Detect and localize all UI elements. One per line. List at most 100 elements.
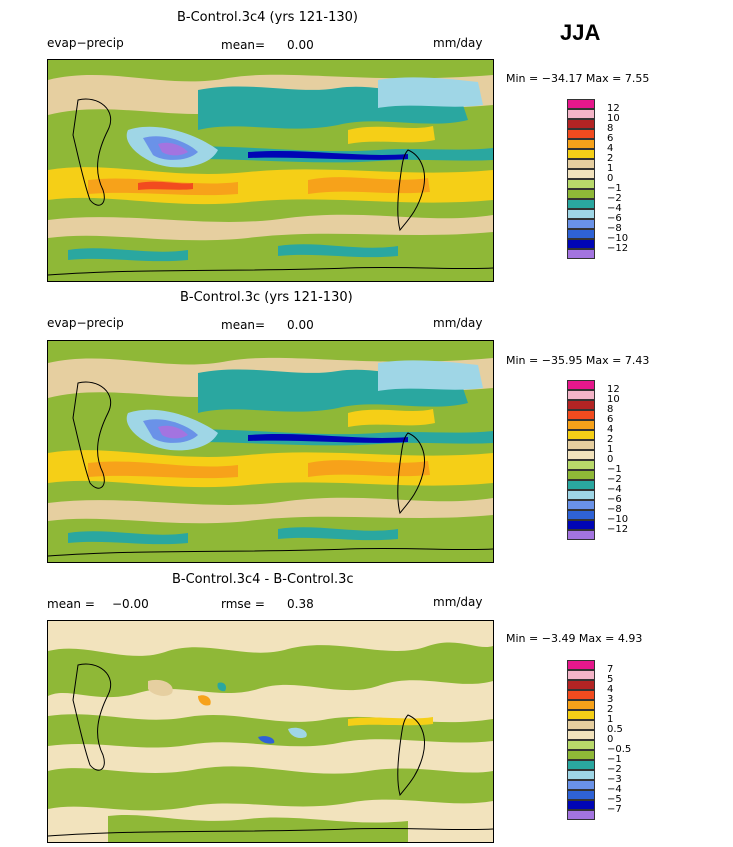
panel1-map: [47, 59, 494, 282]
legend-label: 8: [607, 123, 614, 134]
panel2-map: [47, 340, 494, 563]
panel2-map-field: [48, 357, 493, 557]
legend-swatch: [567, 510, 595, 520]
legend-swatch: [567, 139, 595, 149]
panel2-minmax: Min = −35.95 Max = 7.43: [506, 354, 650, 367]
panel2-units: mm/day: [433, 316, 483, 330]
legend-label: −8: [607, 504, 622, 515]
legend-label: 12: [607, 384, 620, 395]
panel3-units: mm/day: [433, 595, 483, 609]
legend-label: −5: [607, 794, 622, 805]
legend-swatch: [567, 480, 595, 490]
legend-label: 2: [607, 434, 614, 445]
season-label: JJA: [560, 20, 601, 45]
legend-swatch: [567, 520, 595, 530]
legend-label: 12: [607, 103, 620, 114]
legend-label: 4: [607, 424, 614, 435]
legend-swatch: [567, 209, 595, 219]
legend-label: −2: [607, 193, 622, 204]
legend-swatch: [567, 380, 595, 390]
legend-label: −7: [607, 804, 622, 815]
legend-swatch: [567, 730, 595, 740]
legend-swatch: [567, 740, 595, 750]
panel3-map-field: [48, 642, 493, 842]
legend-swatch: [567, 440, 595, 450]
legend-label: 6: [607, 414, 614, 425]
legend-swatch: [567, 410, 595, 420]
legend-swatch: [567, 680, 595, 690]
legend-label: 4: [607, 684, 614, 695]
legend-swatch: [567, 229, 595, 239]
legend-swatch: [567, 430, 595, 440]
legend-swatch: [567, 750, 595, 760]
legend-label: −2: [607, 764, 622, 775]
legend-label: 2: [607, 153, 614, 164]
legend-label: 5: [607, 674, 614, 685]
legend-swatch: [567, 710, 595, 720]
legend-swatch: [567, 500, 595, 510]
legend-swatch: [567, 179, 595, 189]
panel1-mean-label: mean=: [221, 38, 266, 52]
panel1-mean-value: 0.00: [287, 38, 314, 52]
legend-swatch: [567, 129, 595, 139]
legend-label: 2: [607, 704, 614, 715]
legend-label: −10: [607, 514, 629, 525]
legend-label: 0: [607, 173, 614, 184]
legend-swatch: [567, 239, 595, 249]
legend-label: −2: [607, 474, 622, 485]
panel3-mean-label: mean =: [47, 597, 95, 611]
legend-swatch: [567, 169, 595, 179]
legend-swatch: [567, 700, 595, 710]
legend-swatch: [567, 189, 595, 199]
legend-label: 3: [607, 694, 614, 705]
legend-label: −12: [607, 243, 629, 254]
legend-swatch: [567, 390, 595, 400]
legend-swatch: [567, 109, 595, 119]
legend-label: 10: [607, 113, 620, 124]
legend-swatch: [567, 810, 595, 820]
legend-swatch: [567, 670, 595, 680]
legend-label: −4: [607, 484, 622, 495]
legend-label: 6: [607, 133, 614, 144]
legend-label: −1: [607, 754, 622, 765]
legend-label: −4: [607, 784, 622, 795]
legend-label: −3: [607, 774, 622, 785]
panel3-title: B-Control.3c4 - B-Control.3c: [172, 572, 354, 587]
legend-label: 1: [607, 444, 614, 455]
legend-label: −12: [607, 524, 629, 535]
legend-swatch: [567, 690, 595, 700]
legend-label: 0: [607, 454, 614, 465]
legend-label: 1: [607, 163, 614, 174]
legend-label: 0.5: [607, 724, 623, 735]
legend-swatch: [567, 420, 595, 430]
legend-label: −6: [607, 494, 622, 505]
legend-swatch: [567, 119, 595, 129]
panel1-map-field: [48, 74, 493, 276]
panel2-mean-label: mean=: [221, 318, 266, 332]
legend-swatch: [567, 760, 595, 770]
legend-label: −8: [607, 223, 622, 234]
legend-label: 8: [607, 404, 614, 415]
panel1-variable-label: evap−precip: [47, 36, 124, 50]
panel3-minmax: Min = −3.49 Max = 4.93: [506, 632, 643, 645]
legend-swatch: [567, 149, 595, 159]
legend-swatch: [567, 99, 595, 109]
panel2-mean-value: 0.00: [287, 318, 314, 332]
legend-swatch: [567, 249, 595, 259]
panel3-map: [47, 620, 494, 843]
legend-swatch: [567, 720, 595, 730]
legend-label: −1: [607, 183, 622, 194]
panel3-rmse-label: rmse =: [221, 597, 265, 611]
legend-swatch: [567, 460, 595, 470]
legend-swatch: [567, 530, 595, 540]
legend-label: 7: [607, 664, 614, 675]
legend-label: 10: [607, 394, 620, 405]
panel3-rmse-value: 0.38: [287, 597, 314, 611]
panel3-mean-value: −0.00: [112, 597, 149, 611]
legend-swatch: [567, 219, 595, 229]
panel1-units: mm/day: [433, 36, 483, 50]
legend-swatch: [567, 400, 595, 410]
legend-swatch: [567, 450, 595, 460]
legend-label: 4: [607, 143, 614, 154]
legend-swatch: [567, 770, 595, 780]
